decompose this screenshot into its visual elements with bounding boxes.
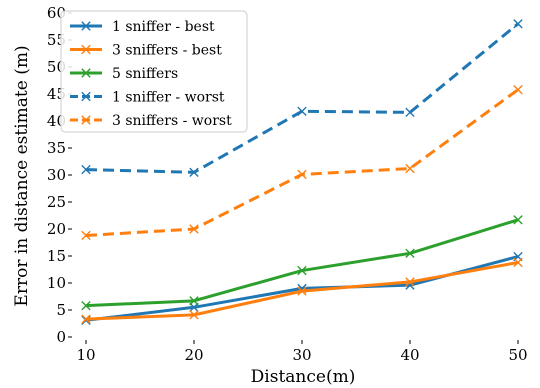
legend-marker xyxy=(81,21,91,31)
data-point xyxy=(405,248,415,258)
x-tick-label: 40 xyxy=(400,346,419,364)
legend-marker xyxy=(81,44,91,55)
legend-entry: 3 sniffers - worst xyxy=(70,113,232,129)
legend-entry: 1 sniffer - worst xyxy=(70,90,225,106)
series-line xyxy=(85,22,519,174)
y-tick-label: 0 xyxy=(56,328,66,346)
data-point xyxy=(405,163,415,174)
legend-entry: 3 sniffers - best xyxy=(70,43,222,59)
y-tick-label: 15 xyxy=(47,247,66,265)
series-2 xyxy=(81,215,523,311)
data-point xyxy=(297,286,307,296)
data-point xyxy=(81,314,91,324)
data-point xyxy=(81,230,91,241)
data-point xyxy=(297,169,307,180)
data-point xyxy=(513,215,523,225)
data-point xyxy=(297,106,307,116)
data-point xyxy=(513,84,523,95)
y-tick-label: 35 xyxy=(47,139,66,157)
data-point xyxy=(297,265,307,276)
data-point xyxy=(81,164,91,175)
data-point xyxy=(189,310,199,320)
series-4 xyxy=(81,84,523,241)
legend-box xyxy=(60,10,248,133)
data-point xyxy=(81,315,91,325)
legend-label: 1 sniffer - worst xyxy=(112,90,225,106)
data-point xyxy=(405,107,415,118)
y-tick-label: 25 xyxy=(47,193,66,211)
x-tick-label: 20 xyxy=(184,346,203,364)
series-3 xyxy=(81,19,523,177)
legend-label: 5 sniffers xyxy=(112,66,178,82)
y-tick-label: 10 xyxy=(47,274,66,292)
legend-marker xyxy=(81,68,91,78)
series-1 xyxy=(81,257,523,324)
legend-entry: 5 sniffers xyxy=(70,66,178,82)
series-line xyxy=(85,218,519,308)
data-point xyxy=(81,300,91,311)
legend-marker xyxy=(81,115,91,125)
data-point xyxy=(189,224,199,234)
series-layer xyxy=(81,19,523,325)
x-axis-label: Distance(m) xyxy=(251,367,356,387)
x-axis: 10 20 30 40 50 xyxy=(76,340,528,364)
series-0 xyxy=(81,251,523,325)
y-axis-label: Error in distance estimate (m) xyxy=(12,45,32,306)
legend-label: 3 sniffers - best xyxy=(112,43,222,59)
data-point xyxy=(405,277,415,287)
y-tick-label: 5 xyxy=(56,301,66,319)
data-point xyxy=(513,19,523,29)
legend-entry: 1 sniffer - best xyxy=(70,19,215,35)
x-tick-label: 10 xyxy=(76,346,95,364)
x-tick-label: 50 xyxy=(508,346,527,364)
data-point xyxy=(189,296,199,306)
y-tick-label: 20 xyxy=(47,220,66,238)
legend-marker xyxy=(81,91,91,102)
data-point xyxy=(189,167,199,177)
x-tick-label: 30 xyxy=(292,346,311,364)
y-tick-label: 30 xyxy=(47,166,66,184)
legend-label: 1 sniffer - best xyxy=(112,19,215,35)
legend-label: 3 sniffers - worst xyxy=(112,113,232,129)
data-point xyxy=(513,257,523,268)
legend: 1 sniffer - best 3 sniffers - best 5 sniff… xyxy=(60,10,248,133)
